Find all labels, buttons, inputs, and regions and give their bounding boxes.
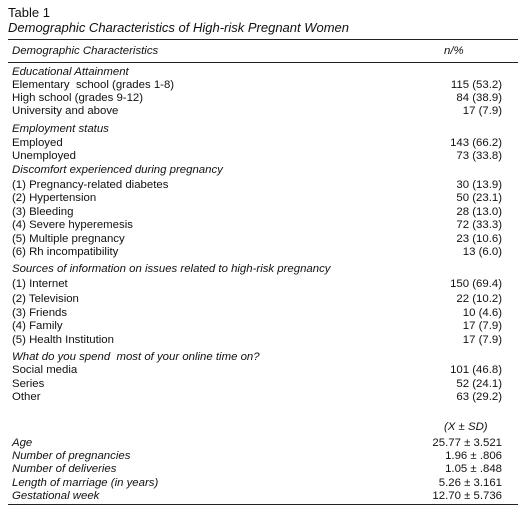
row-label: (6) Rh incompatibility	[12, 246, 119, 258]
row-value: 17 (7.9)	[462, 334, 502, 346]
table-row: (2) Hypertension 50 (23.1)	[12, 192, 502, 206]
row-label: University and above	[12, 105, 119, 117]
row-label: Length of marriage (in years)	[12, 477, 159, 489]
row-value: 30 (13.9)	[456, 179, 502, 191]
row-value: 25.77 ± 3.521	[432, 437, 502, 449]
row-label: (1) Pregnancy-related diabetes	[12, 179, 169, 191]
section-heading-education: Educational Attainment	[12, 66, 502, 80]
row-label: (3) Friends	[12, 307, 68, 319]
row-label: Number of pregnancies	[12, 450, 131, 462]
stats-row: Number of pregnancies 1.96 ± .806	[12, 450, 502, 464]
row-value: 23 (10.6)	[456, 233, 502, 245]
table-row: (5) Health Institution 17 (7.9)	[12, 334, 502, 348]
section-heading: Sources of information on issues related…	[12, 263, 331, 275]
section-heading: Employment status	[12, 123, 109, 135]
row-label: (5) Multiple pregnancy	[12, 233, 125, 245]
row-value: 101 (46.8)	[450, 364, 502, 376]
row-label: (4) Severe hyperemesis	[12, 219, 133, 231]
stats-row: Length of marriage (in years) 5.26 ± 3.1…	[12, 477, 502, 491]
table-row: Social media 101 (46.8)	[12, 364, 502, 378]
table-label: Table 1	[8, 5, 50, 20]
stats-row: Age 25.77 ± 3.521	[12, 437, 502, 451]
row-label: (3) Bleeding	[12, 206, 74, 218]
row-value: 12.70 ± 5.736	[432, 490, 502, 502]
table-row: (3) Bleeding 28 (13.0)	[12, 206, 502, 220]
stats-row: Gestational week 12.70 ± 5.736	[12, 490, 502, 504]
row-label: Employed	[12, 137, 63, 149]
header-n-percent: n/%	[444, 45, 464, 57]
row-value: 1.96 ± .806	[445, 450, 502, 462]
row-value: 5.26 ± 3.161	[438, 477, 502, 489]
table-row: (6) Rh incompatibility 13 (6.0)	[12, 246, 502, 260]
table-row: (1) Internet 150 (69.4)	[12, 278, 502, 292]
header-rule	[8, 62, 518, 63]
section-heading: What do you spend most of your online ti…	[12, 351, 260, 363]
row-value: 84 (38.9)	[456, 92, 502, 104]
table-row: High school (grades 9-12) 84 (38.9)	[12, 92, 502, 106]
table-row: Employed 143 (66.2)	[12, 137, 502, 151]
row-label: (2) Hypertension	[12, 192, 97, 204]
row-value: 50 (23.1)	[456, 192, 502, 204]
bottom-rule	[8, 504, 518, 505]
stats-header: (X ± SD)	[444, 421, 488, 433]
table-row: (4) Family 17 (7.9)	[12, 320, 502, 334]
table-row: Unemployed 73 (33.8)	[12, 150, 502, 164]
table-row: (3) Friends 10 (4.6)	[12, 307, 502, 321]
section-heading-discomfort: Discomfort experienced during pregnancy	[12, 164, 502, 178]
row-value: 17 (7.9)	[462, 105, 502, 117]
row-value: 143 (66.2)	[450, 137, 502, 149]
row-value: 28 (13.0)	[456, 206, 502, 218]
row-value: 1.05 ± .848	[445, 463, 502, 475]
row-label: High school (grades 9-12)	[12, 92, 144, 104]
section-heading: Discomfort experienced during pregnancy	[12, 164, 223, 176]
table-row: University and above 17 (7.9)	[12, 105, 502, 119]
table-row: Series 52 (24.1)	[12, 378, 502, 392]
section-heading: Educational Attainment	[12, 66, 129, 78]
row-value: 63 (29.2)	[456, 391, 502, 403]
row-label: Other	[12, 391, 41, 403]
row-label: Age	[12, 437, 33, 449]
row-label: Series	[12, 378, 45, 390]
row-label: (1) Internet	[12, 278, 68, 290]
row-value: 115 (53.2)	[450, 79, 502, 91]
table-row: (1) Pregnancy-related diabetes 30 (13.9)	[12, 179, 502, 193]
section-heading-employment: Employment status	[12, 123, 502, 137]
row-value: 13 (6.0)	[462, 246, 502, 258]
header-characteristics: Demographic Characteristics	[12, 45, 159, 57]
row-value: 73 (33.8)	[456, 150, 502, 162]
row-value: 150 (69.4)	[450, 278, 502, 290]
table-caption: Demographic Characteristics of High-risk…	[8, 20, 350, 35]
top-rule	[8, 39, 518, 40]
table-row: Other 63 (29.2)	[12, 391, 502, 405]
row-label: Elementary school (grades 1-8)	[12, 79, 175, 91]
row-value: 52 (24.1)	[456, 378, 502, 390]
row-label: (4) Family	[12, 320, 63, 332]
section-heading-sources: Sources of information on issues related…	[12, 263, 502, 277]
table-row: (5) Multiple pregnancy 23 (10.6)	[12, 233, 502, 247]
table-row: (2) Television 22 (10.2)	[12, 293, 502, 307]
section-heading-online-time: What do you spend most of your online ti…	[12, 351, 502, 365]
row-value: 17 (7.9)	[462, 320, 502, 332]
row-label: Social media	[12, 364, 78, 376]
row-label: (2) Television	[12, 293, 79, 305]
row-value: 72 (33.3)	[456, 219, 502, 231]
table-row: (4) Severe hyperemesis 72 (33.3)	[12, 219, 502, 233]
stats-row: Number of deliveries 1.05 ± .848	[12, 463, 502, 477]
row-label: Unemployed	[12, 150, 76, 162]
row-value: 10 (4.6)	[462, 307, 502, 319]
row-value: 22 (10.2)	[456, 293, 502, 305]
row-label: (5) Health Institution	[12, 334, 114, 346]
row-label: Gestational week	[12, 490, 100, 502]
row-label: Number of deliveries	[12, 463, 117, 475]
table-row: Elementary school (grades 1-8) 115 (53.2…	[12, 79, 502, 93]
